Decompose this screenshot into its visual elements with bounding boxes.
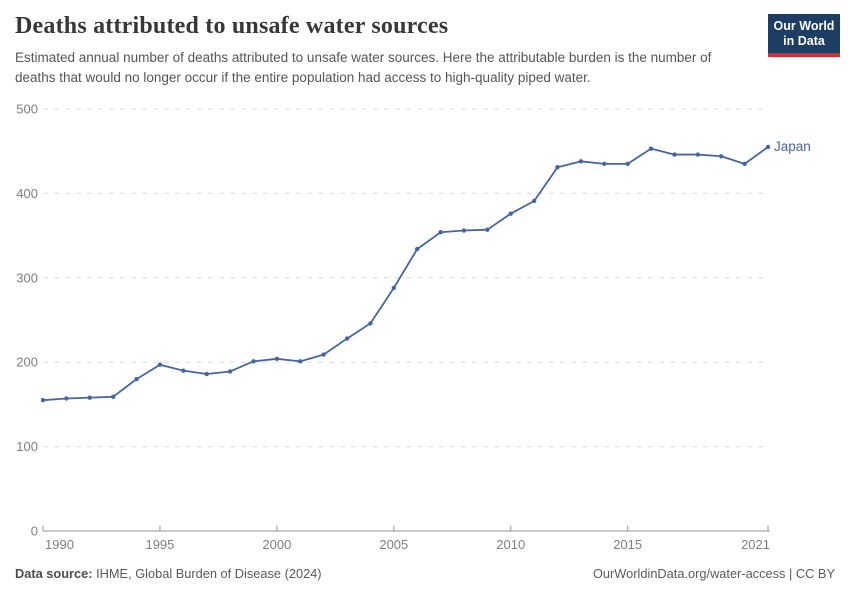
x-tick-label: 2015 [613,537,642,552]
data-point [181,368,186,373]
data-point [157,362,163,367]
data-point [485,227,490,232]
data-point [110,394,116,400]
owid-logo-line1: Our World [773,19,835,33]
data-point [578,159,584,164]
x-tick-label: 2010 [496,537,525,552]
data-point [227,369,233,374]
data-line [42,146,769,402]
x-tick-label: 1995 [145,537,174,552]
data-point [742,161,747,167]
data-source-label: Data source: [15,566,93,581]
y-tick-label: 0 [31,524,38,539]
page-subtitle: Estimated annual number of deaths attrib… [15,49,712,85]
owid-logo-line2: in Data [783,34,825,48]
data-point [555,165,560,170]
x-tick-label: 2000 [262,537,291,552]
page-title: Deaths attributed to unsafe water source… [15,13,449,39]
x-tick-label: 2021 [741,537,770,552]
data-point [508,211,513,216]
data-point [531,198,537,204]
y-tick-label: 100 [16,439,38,454]
data-point [134,376,139,382]
data-point [672,152,677,157]
x-tick-label: 1990 [45,537,74,552]
data-point [461,228,467,233]
data-point [368,321,373,326]
data-source-text: IHME, Global Burden of Disease (2024) [92,566,322,581]
data-point [695,152,701,157]
data-point [391,285,397,291]
data-source: Data source: IHME, Global Burden of Dise… [15,566,322,581]
data-point [274,356,280,362]
x-tick-label: 2005 [379,537,408,552]
y-tick-label: 400 [16,186,38,201]
data-point [414,246,420,252]
data-point [64,396,69,401]
data-point [321,352,326,357]
chart-header: Deaths attributed to unsafe water source… [15,12,755,88]
data-point [204,371,209,377]
owid-logo[interactable]: Our World in Data [768,14,840,57]
series-label: Japan [774,139,811,154]
data-point [648,146,654,151]
data-point [625,161,630,167]
y-tick-label: 300 [16,270,38,285]
data-point [438,230,443,235]
data-point [602,161,607,167]
data-point [87,395,92,400]
y-tick-label: 200 [16,355,38,370]
data-point [40,397,46,403]
data-point [719,154,724,159]
y-tick-label: 500 [16,102,38,117]
data-point [298,359,303,364]
data-point [344,336,350,341]
data-point [251,359,256,364]
chart-footer: Data source: IHME, Global Burden of Dise… [15,566,835,581]
citation-link[interactable]: OurWorldinData.org/water-access | CC BY [592,566,835,581]
data-point [765,144,771,150]
